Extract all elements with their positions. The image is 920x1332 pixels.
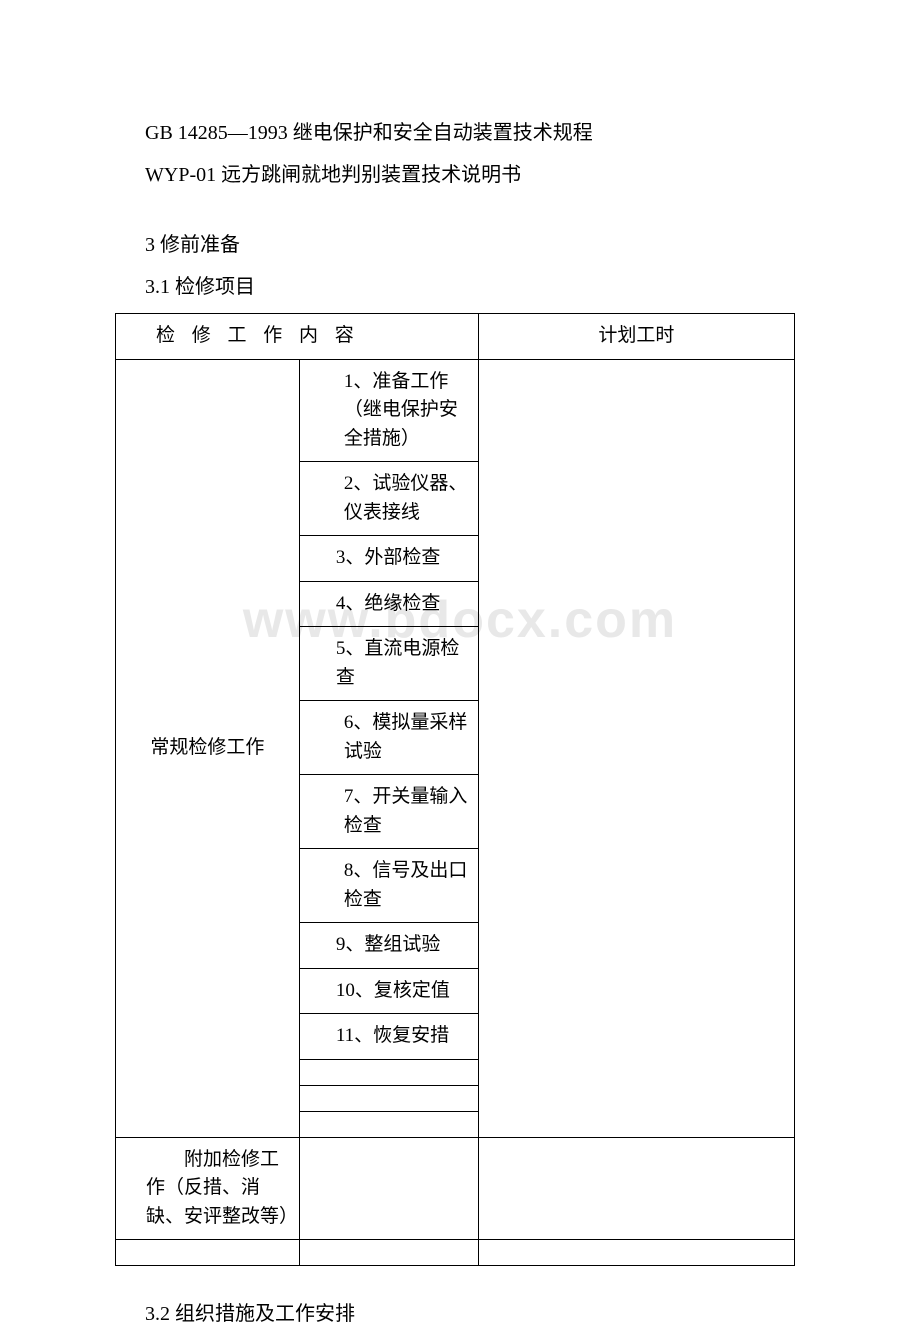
page-content: GB 14285—1993 继电保护和安全自动装置技术规程 WYP-01 远方跳…	[115, 115, 805, 1332]
heading-3: 3 修前准备	[115, 227, 805, 263]
text-line-wyp: WYP-01 远方跳闸就地判别装置技术说明书	[115, 157, 805, 193]
table-header-row: 检 修 工 作 内 容 计划工时	[116, 314, 795, 360]
work-item-cell: 5、直流电源检查	[299, 627, 478, 701]
work-item-text: 6、模拟量采样试验	[310, 709, 472, 766]
work-item-cell: 1、准备工作（继电保护安全措施）	[299, 359, 478, 462]
heading-3-1: 3.1 检修项目	[115, 269, 805, 305]
work-item-text: 2、试验仪器、仪表接线	[310, 470, 472, 527]
work-item-cell: 11、恢复安措	[299, 1014, 478, 1060]
empty-cell	[299, 1240, 478, 1266]
table-row: 常规检修工作 1、准备工作（继电保护安全措施）	[116, 359, 795, 462]
inspection-table: 检 修 工 作 内 容 计划工时 常规检修工作 1、准备工作（继电保护安全措施）…	[115, 313, 795, 1266]
work-item-cell: 8、信号及出口检查	[299, 849, 478, 923]
empty-cell	[299, 1085, 478, 1111]
work-item-cell: 3、外部检查	[299, 536, 478, 582]
empty-cell	[299, 1111, 478, 1137]
additional-work-cell: 附加检修工作（反措、消缺、安评整改等）	[116, 1137, 300, 1240]
routine-work-cell: 常规检修工作	[116, 359, 300, 1137]
work-item-cell: 7、开关量输入检查	[299, 775, 478, 849]
work-item-text: 1、准备工作（继电保护安全措施）	[310, 368, 472, 454]
header-work-content: 检 修 工 作 内 容	[116, 314, 479, 360]
work-item-cell: 4、绝缘检查	[299, 581, 478, 627]
heading-3-2: 3.2 组织措施及工作安排	[115, 1296, 805, 1332]
work-item-text: 7、开关量输入检查	[310, 783, 472, 840]
empty-cell	[478, 1137, 794, 1240]
empty-cell	[299, 1137, 478, 1240]
table-empty-row	[116, 1240, 795, 1266]
work-item-cell: 9、整组试验	[299, 923, 478, 969]
work-item-cell: 6、模拟量采样试验	[299, 701, 478, 775]
work-item-cell: 2、试验仪器、仪表接线	[299, 462, 478, 536]
table-row: 附加检修工作（反措、消缺、安评整改等）	[116, 1137, 795, 1240]
text-line-gb: GB 14285—1993 继电保护和安全自动装置技术规程	[115, 115, 805, 151]
header-planned-hours: 计划工时	[478, 314, 794, 360]
work-item-cell: 10、复核定值	[299, 968, 478, 1014]
empty-cell	[478, 1240, 794, 1266]
empty-cell	[299, 1059, 478, 1085]
empty-cell	[116, 1240, 300, 1266]
work-item-text: 8、信号及出口检查	[310, 857, 472, 914]
planned-hours-cell	[478, 359, 794, 1137]
additional-work-text: 附加检修工作（反措、消缺、安评整改等）	[146, 1146, 289, 1232]
